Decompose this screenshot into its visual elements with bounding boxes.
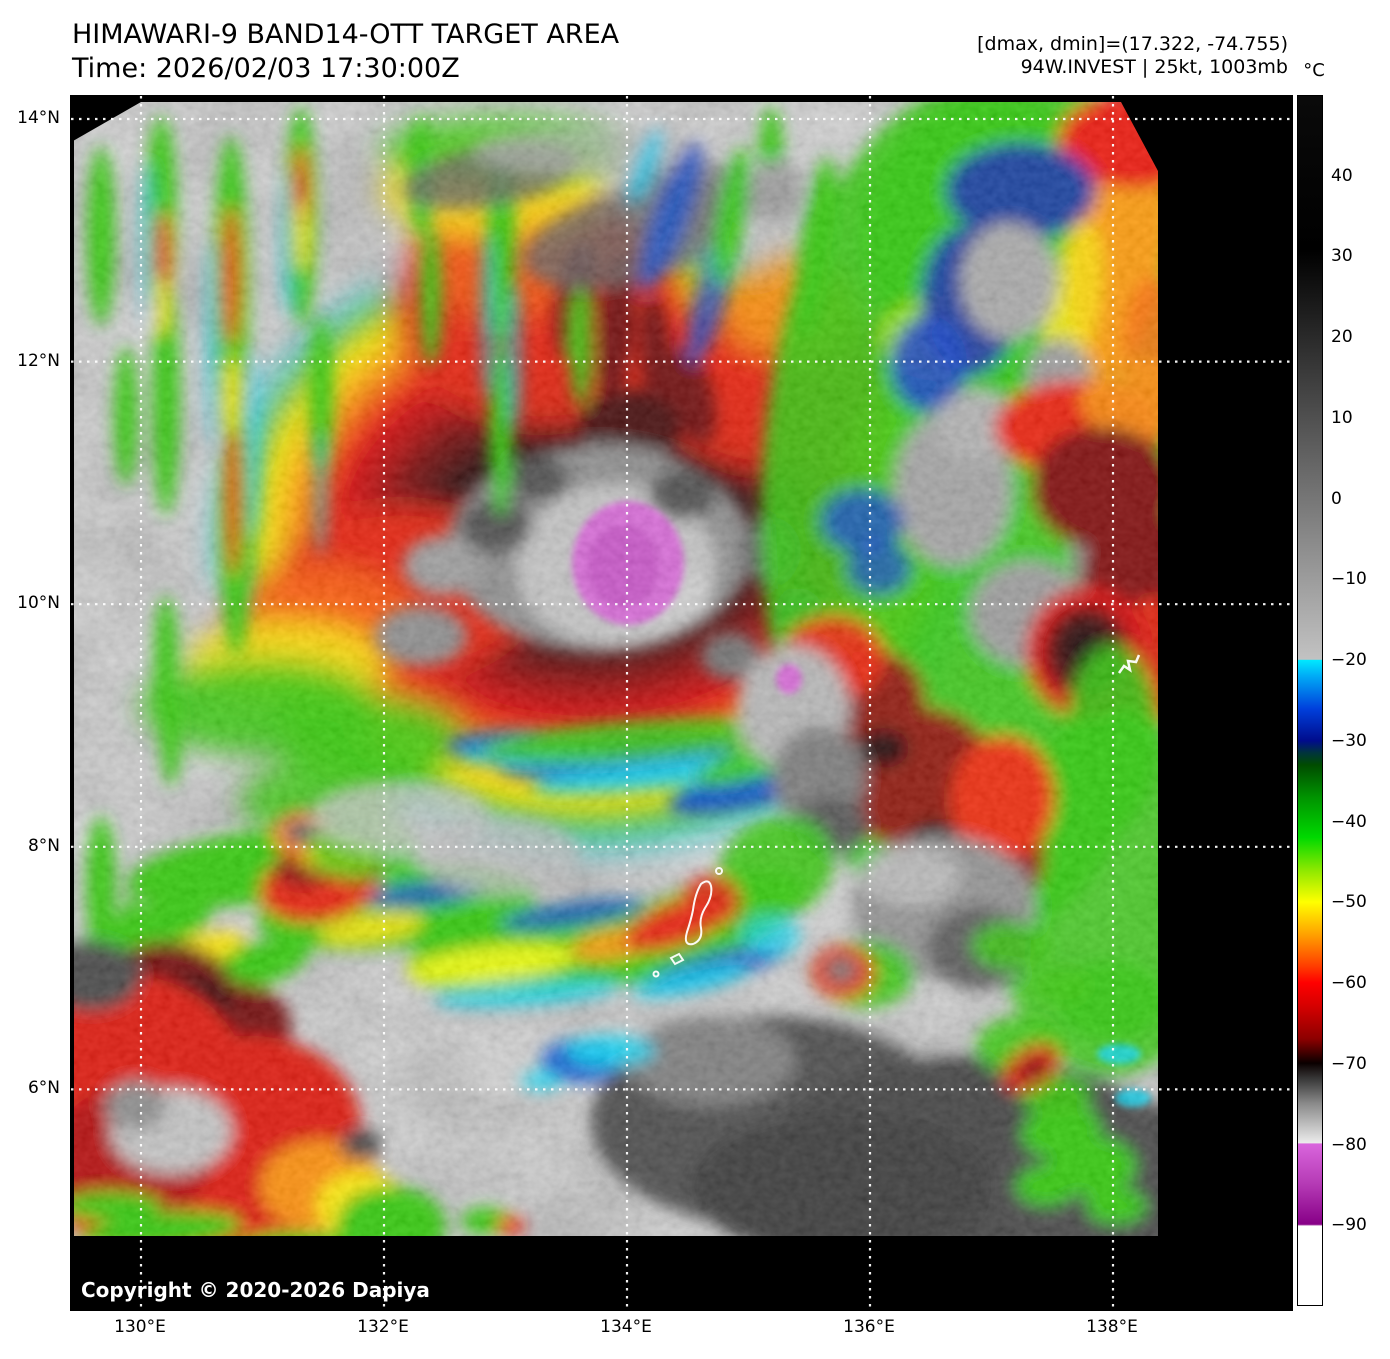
colorbar <box>1297 95 1323 1306</box>
grain-overlay <box>73 102 1158 1236</box>
colorbar-tick-label: 40 <box>1331 165 1353 186</box>
colorbar-tick-label: −70 <box>1331 1053 1367 1074</box>
graticule-gridlines <box>71 96 1292 1310</box>
copyright-text: Copyright © 2020-2026 Dapiya <box>81 1278 430 1302</box>
colorbar-tick-label: −40 <box>1331 811 1367 832</box>
chart-time: Time: 2026/02/03 17:30:00Z <box>72 53 460 84</box>
y-tick-label: 8°N <box>27 835 60 856</box>
satellite-image: Copyright © 2020-2026 Dapiya <box>70 95 1293 1311</box>
x-tick-label: 136°E <box>843 1317 895 1337</box>
dmin-marker-contour <box>1117 654 1141 674</box>
colorbar-tick-label: 20 <box>1331 327 1353 348</box>
dmax-dmin-annotation: [dmax, dmin]=(17.322, -74.755) <box>977 33 1288 55</box>
title-block: HIMAWARI-9 BAND14-OTT TARGET AREA Time: … <box>72 18 619 86</box>
colorbar-tick-label: −80 <box>1331 1134 1367 1155</box>
colorbar-unit-label: °C <box>1303 60 1325 81</box>
satellite-imagery-svg <box>71 96 1292 1310</box>
colorbar-tick-label: 10 <box>1331 407 1353 428</box>
colorbar-tick-label: 30 <box>1331 246 1353 267</box>
storm-annotation: 94W.INVEST | 25kt, 1003mb <box>1020 56 1288 78</box>
colorbar-tick-label: −30 <box>1331 730 1367 751</box>
x-tick-label: 132°E <box>357 1317 409 1337</box>
colorbar-tick-label: −50 <box>1331 892 1367 913</box>
colorbar-tick-label: −60 <box>1331 973 1367 994</box>
y-tick-label: 14°N <box>17 108 60 128</box>
colorbar-tick-label: −90 <box>1331 1215 1367 1236</box>
y-tick-label: 12°N <box>17 350 60 371</box>
y-tick-label: 6°N <box>27 1078 60 1099</box>
no-data-margins <box>71 96 1292 1310</box>
colorbar-tick-label: 0 <box>1331 488 1342 509</box>
colorbar-tick-label: −10 <box>1331 569 1367 590</box>
annotation-block: [dmax, dmin]=(17.322, -74.755) 94W.INVES… <box>977 33 1288 79</box>
x-tick-label: 138°E <box>1086 1317 1138 1337</box>
y-tick-label: 10°N <box>17 593 60 614</box>
coastline-contours <box>652 654 1141 978</box>
x-tick-label: 134°E <box>600 1317 652 1337</box>
x-tick-label: 130°E <box>114 1317 166 1337</box>
colorbar-tick-label: −20 <box>1331 650 1367 671</box>
chart-title: HIMAWARI-9 BAND14-OTT TARGET AREA <box>72 19 620 50</box>
